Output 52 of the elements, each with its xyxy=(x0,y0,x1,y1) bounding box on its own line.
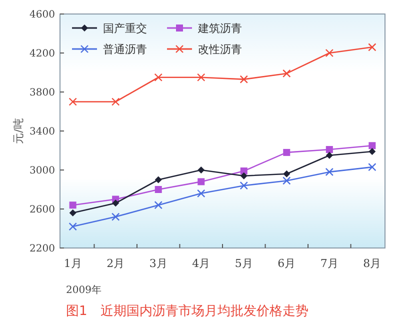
y-tick-label: 4200 xyxy=(30,48,55,60)
point xyxy=(111,212,120,221)
point xyxy=(240,172,248,180)
point xyxy=(154,176,162,184)
x-axis-title: 2009年 xyxy=(66,284,102,296)
x-tick-label: 8月 xyxy=(363,257,382,270)
point xyxy=(368,43,376,52)
y-tick-label: 2600 xyxy=(30,204,55,216)
legend-label: 改性沥青 xyxy=(198,42,242,56)
x-tick-label: 4月 xyxy=(192,257,210,270)
point xyxy=(198,178,205,186)
point xyxy=(154,186,162,193)
point xyxy=(154,201,162,210)
point xyxy=(283,170,290,178)
x-tick-label: 3月 xyxy=(149,257,168,270)
point xyxy=(197,189,206,198)
x-tick-label: 6月 xyxy=(278,257,296,270)
point xyxy=(197,73,206,82)
legend-label: 国产重交 xyxy=(103,22,147,35)
point xyxy=(325,168,334,176)
point xyxy=(111,98,120,106)
legend-label: 普通沥青 xyxy=(103,42,147,56)
x-tick-label: 5月 xyxy=(234,257,253,270)
point xyxy=(368,148,376,155)
y-axis-title: 元/吨 xyxy=(12,118,25,144)
y-tick-label: 2200 xyxy=(30,244,55,254)
point xyxy=(240,182,248,190)
point xyxy=(282,69,291,78)
point xyxy=(368,162,376,172)
point xyxy=(69,202,76,209)
y-tick-label: 3400 xyxy=(30,126,55,138)
point xyxy=(68,222,77,231)
point xyxy=(240,75,248,84)
point xyxy=(283,148,290,156)
point xyxy=(326,146,333,154)
point xyxy=(154,73,162,82)
x-tick-label: 2月 xyxy=(106,257,125,270)
y-tick-label: 3000 xyxy=(30,166,55,176)
text: 图1 近期国内沥青市场月均批发价格走势 xyxy=(66,304,308,319)
point xyxy=(69,209,76,216)
point xyxy=(112,200,120,207)
point xyxy=(68,98,77,106)
y-tick-label: 3800 xyxy=(30,88,55,98)
y-tick-label: 4600 xyxy=(30,10,55,20)
point xyxy=(326,152,333,159)
point xyxy=(325,48,334,58)
x-tick-label: 1月 xyxy=(64,257,82,270)
point xyxy=(368,142,376,150)
point xyxy=(198,166,205,174)
legend-label: 建筑沥青 xyxy=(197,22,242,35)
point xyxy=(282,176,291,185)
x-tick-label: 7月 xyxy=(320,257,338,270)
